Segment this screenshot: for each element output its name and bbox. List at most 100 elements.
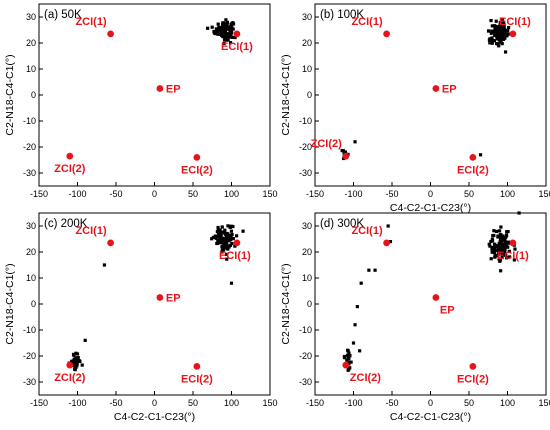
y-axis-title: C2-N18-C4-C1(°)	[280, 263, 292, 344]
scatter-point	[224, 32, 228, 36]
panel-4: -150-100-50050100150-30-20-100102030C4-C…	[280, 211, 550, 423]
scatter-point	[345, 358, 349, 362]
ref-point-label: ZCI(1)	[75, 16, 107, 28]
scatter-point	[496, 27, 500, 31]
ref-point-label: ECI(1)	[499, 16, 531, 28]
scatter-point	[488, 41, 492, 45]
scatter-point	[503, 35, 507, 40]
scatter-point	[223, 231, 227, 235]
scatter-point	[501, 37, 506, 41]
y-tick-label: 10	[26, 273, 36, 283]
scatter-point	[229, 281, 234, 285]
scatter-point	[233, 35, 237, 40]
panel-label: (d) 300K	[320, 218, 364, 230]
scatter-point	[497, 246, 502, 250]
scatter-point	[340, 149, 344, 153]
scatter-point	[73, 360, 77, 364]
y-tick-label: 0	[307, 299, 312, 309]
scatter-point	[493, 29, 498, 33]
scatter-point	[228, 243, 233, 248]
scatter-point	[373, 268, 377, 272]
scatter-point	[513, 247, 517, 251]
scatter-point	[498, 248, 502, 252]
scatter-point	[500, 42, 504, 46]
scatter-point	[346, 349, 350, 353]
y-tick-label: 20	[26, 247, 36, 257]
scatter-point	[491, 245, 495, 250]
scatter-point	[503, 252, 507, 256]
ref-point-eci2	[193, 363, 201, 370]
scatter-point	[492, 242, 497, 246]
scatter-point	[224, 252, 229, 256]
scatter-point	[507, 26, 511, 30]
scatter-point	[221, 237, 226, 241]
scatter-point	[223, 228, 227, 232]
scatter-point	[231, 224, 235, 229]
scatter-point	[225, 34, 229, 38]
scatter-point	[503, 50, 508, 54]
scatter-point	[227, 238, 231, 242]
x-tick-label: -100	[68, 189, 86, 199]
ref-point-ep	[156, 294, 164, 301]
scatter-point	[347, 355, 351, 360]
scatter-point	[223, 37, 228, 41]
x-axis-title: C4-C2-C1-C23(°)	[390, 202, 471, 214]
scatter-point	[492, 229, 496, 233]
y-tick-label: 0	[307, 90, 312, 100]
panel-label: (b) 100K	[320, 9, 364, 21]
scatter-point	[226, 224, 230, 228]
panel-label: (a) 50K	[44, 9, 82, 21]
scatter-point	[83, 338, 87, 342]
y-tick-label: 30	[26, 221, 36, 231]
ref-point-eci1	[233, 239, 241, 247]
scatter-point	[489, 257, 493, 261]
x-tick-label: 50	[188, 398, 198, 408]
x-tick-label: -50	[109, 189, 122, 199]
y-tick-label: -30	[299, 168, 312, 178]
scatter-point	[494, 248, 498, 253]
ref-point-label: ZCI(2)	[54, 163, 86, 175]
ref-point-label: ECI(1)	[219, 250, 251, 262]
scatter-point	[221, 34, 225, 38]
scatter-point	[355, 305, 359, 309]
scatter-point	[494, 253, 498, 258]
scatter-point	[231, 22, 236, 26]
scatter-point	[353, 323, 357, 327]
scatter-point	[220, 26, 225, 30]
y-tick-label: -10	[23, 325, 36, 335]
ref-point-zci2	[342, 152, 350, 160]
ref-point-zci1	[383, 30, 391, 38]
y-tick-label: -30	[23, 168, 36, 178]
ref-point-label: ZCI(2)	[54, 372, 86, 384]
scatter-point	[494, 245, 498, 249]
x-tick-label: 150	[538, 189, 550, 199]
scatter-point	[213, 234, 217, 238]
scatter-point	[210, 237, 214, 241]
scatter-point	[210, 25, 214, 29]
x-tick-label: -50	[385, 189, 398, 199]
ref-point-eci2	[193, 154, 201, 161]
scatter-point	[490, 247, 494, 251]
ref-point-label: ZCI(2)	[311, 138, 343, 150]
x-tick-label: -150	[30, 189, 48, 199]
scatter-point	[500, 255, 504, 259]
y-tick-label: 0	[31, 90, 36, 100]
x-tick-label: 0	[428, 398, 433, 408]
scatter-point	[225, 245, 229, 249]
ref-point-label: EP	[166, 293, 181, 305]
x-tick-label: 100	[500, 398, 515, 408]
y-tick-label: 20	[302, 38, 312, 48]
x-tick-label: 100	[224, 189, 239, 199]
scatter-point	[492, 39, 497, 43]
scatter-point	[226, 247, 230, 251]
y-tick-label: 30	[26, 12, 36, 22]
scatter-point	[347, 367, 351, 371]
scatter-point	[231, 27, 235, 31]
scatter-point	[343, 150, 348, 154]
x-tick-label: -100	[68, 398, 86, 408]
scatter-point	[233, 244, 237, 248]
y-tick-label: -10	[23, 116, 36, 126]
scatter-point	[211, 235, 216, 239]
scatter-point	[359, 281, 363, 285]
scatter-point	[487, 29, 491, 33]
